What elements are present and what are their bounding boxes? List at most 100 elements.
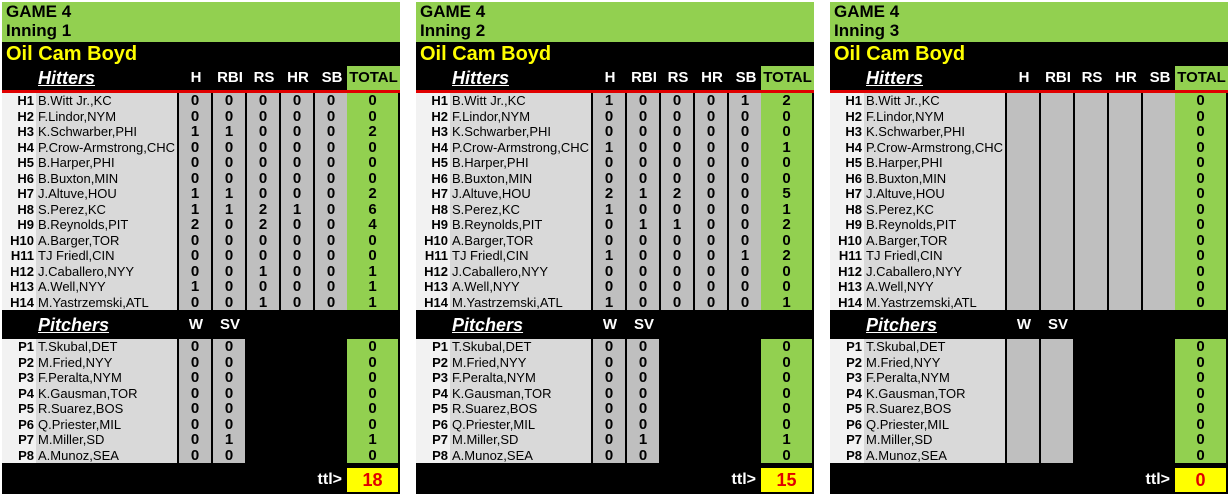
slot-label: H13 bbox=[2, 279, 36, 295]
column-header-3: HR bbox=[1115, 69, 1137, 86]
hitters-row: H3 K.Schwarber,PHI 0 0 0 0 0 0 bbox=[416, 124, 814, 140]
stat-cell bbox=[1005, 279, 1039, 295]
player-name: K.Gausman,TOR bbox=[36, 385, 178, 401]
stat-cell: 0 bbox=[177, 401, 211, 417]
slot-label: H2 bbox=[2, 108, 36, 124]
stat-cell: 0 bbox=[693, 263, 727, 279]
column-header: Hitters H RBI RS HR SB TOTAL bbox=[416, 66, 814, 93]
player-name: M.Miller,SD bbox=[864, 432, 1006, 448]
stat-cell: 0 bbox=[279, 232, 313, 248]
stat-cell: 0 bbox=[693, 217, 727, 233]
stat-cell: 1 bbox=[211, 186, 245, 202]
player-total: 0 bbox=[1175, 232, 1226, 248]
hitters-row: H3 K.Schwarber,PHI 0 bbox=[830, 124, 1228, 140]
stat-cell: 1 bbox=[591, 294, 625, 310]
pitchers-row: P6 Q.Priester,MIL 0 bbox=[830, 416, 1228, 432]
stat-cell: 0 bbox=[659, 263, 693, 279]
player-total: 1 bbox=[347, 294, 398, 310]
slot-label: H12 bbox=[2, 263, 36, 279]
player-total: 6 bbox=[347, 201, 398, 217]
stat-cell bbox=[1005, 201, 1039, 217]
stat-cell: 2 bbox=[177, 217, 211, 233]
stat-cell: 0 bbox=[693, 248, 727, 264]
team-name: Oil Cam Boyd bbox=[834, 43, 966, 65]
player-total: 2 bbox=[761, 93, 812, 109]
game-label: GAME 4 bbox=[6, 2, 72, 21]
stat-cell bbox=[1005, 370, 1039, 386]
stat-cell bbox=[1005, 186, 1039, 202]
slot-label: P3 bbox=[2, 370, 36, 386]
stat-cell bbox=[1073, 139, 1107, 155]
stat-cell: 0 bbox=[211, 217, 245, 233]
stat-cell: 0 bbox=[245, 279, 279, 295]
stat-cell: 0 bbox=[211, 401, 245, 417]
hitters-row: H14 M.Yastrzemski,ATL 0 0 1 0 0 1 bbox=[2, 294, 400, 310]
player-total: 1 bbox=[347, 279, 398, 295]
pitchers-row: P7 M.Miller,SD 0 bbox=[830, 432, 1228, 448]
total-header: TOTAL bbox=[761, 66, 814, 90]
stat-cell: 0 bbox=[211, 93, 245, 109]
stat-cell bbox=[1107, 201, 1141, 217]
slot-label: P2 bbox=[830, 354, 864, 370]
stat-cell: 1 bbox=[625, 217, 659, 233]
stat-cell: 0 bbox=[693, 186, 727, 202]
stat-cell bbox=[1005, 294, 1039, 310]
column-header-0: W bbox=[188, 316, 204, 333]
stat-cell: 1 bbox=[727, 93, 761, 109]
player-total: 0 bbox=[347, 354, 398, 370]
stat-cell bbox=[1141, 170, 1175, 186]
player-name: B.Witt Jr.,KC bbox=[864, 93, 1006, 109]
player-total: 0 bbox=[1175, 139, 1226, 155]
stat-cell: 0 bbox=[727, 201, 761, 217]
slot-label: H10 bbox=[830, 232, 864, 248]
stat-cell bbox=[1039, 354, 1073, 370]
pitchers-row: P5 R.Suarez,BOS 0 0 0 bbox=[2, 401, 400, 417]
player-name: TJ Friedl,CIN bbox=[450, 248, 592, 264]
stat-cell: 0 bbox=[211, 370, 245, 386]
slot-label: H6 bbox=[830, 170, 864, 186]
hitters-row: H9 B.Reynolds,PIT 0 1 1 0 0 2 bbox=[416, 217, 814, 233]
stat-cell bbox=[1005, 155, 1039, 171]
stat-cell: 0 bbox=[313, 155, 347, 171]
stat-cell: 0 bbox=[177, 354, 211, 370]
player-name: F.Peralta,NYM bbox=[36, 370, 178, 386]
pitchers-row: P6 Q.Priester,MIL 0 0 0 bbox=[2, 416, 400, 432]
stat-cell: 0 bbox=[177, 139, 211, 155]
stat-cell bbox=[1039, 432, 1073, 448]
stat-cell: 0 bbox=[625, 139, 659, 155]
column-header-0: W bbox=[1016, 316, 1032, 333]
inning-panel: GAME 4 Inning 2 Oil Cam Boyd Hitters H RBI RS H… bbox=[416, 2, 814, 494]
player-total: 0 bbox=[1175, 370, 1226, 386]
stat-cell bbox=[1039, 370, 1073, 386]
stat-cell bbox=[1107, 186, 1141, 202]
stat-cell: 1 bbox=[591, 93, 625, 109]
column-header-4: SB bbox=[321, 69, 343, 86]
grand-total-label: ttl> bbox=[1145, 471, 1170, 488]
player-name: A.Munoz,SEA bbox=[36, 447, 178, 463]
stat-cell bbox=[1039, 186, 1073, 202]
player-name: K.Gausman,TOR bbox=[450, 385, 592, 401]
player-name: A.Munoz,SEA bbox=[450, 447, 592, 463]
slot-label: H1 bbox=[416, 93, 450, 109]
hitters-row: H4 P.Crow-Armstrong,CHC 0 0 0 0 0 0 bbox=[2, 139, 400, 155]
stat-cell: 0 bbox=[279, 170, 313, 186]
player-total: 5 bbox=[761, 186, 812, 202]
stat-cell: 1 bbox=[727, 248, 761, 264]
player-total: 0 bbox=[347, 170, 398, 186]
player-total: 0 bbox=[1175, 93, 1226, 109]
player-total: 0 bbox=[347, 370, 398, 386]
stat-cell: 0 bbox=[591, 370, 625, 386]
player-name: S.Perez,KC bbox=[864, 201, 1006, 217]
stat-cell: 0 bbox=[659, 93, 693, 109]
stat-cell bbox=[1039, 294, 1073, 310]
slot-label: H3 bbox=[830, 124, 864, 140]
stat-cell bbox=[1141, 139, 1175, 155]
stat-cell: 0 bbox=[279, 108, 313, 124]
stat-cell: 0 bbox=[625, 170, 659, 186]
player-name: F.Peralta,NYM bbox=[450, 370, 592, 386]
slot-label: H6 bbox=[416, 170, 450, 186]
stat-cell: 0 bbox=[313, 93, 347, 109]
stat-cell: 0 bbox=[625, 354, 659, 370]
stat-cell bbox=[1141, 248, 1175, 264]
stat-cell: 0 bbox=[625, 339, 659, 355]
